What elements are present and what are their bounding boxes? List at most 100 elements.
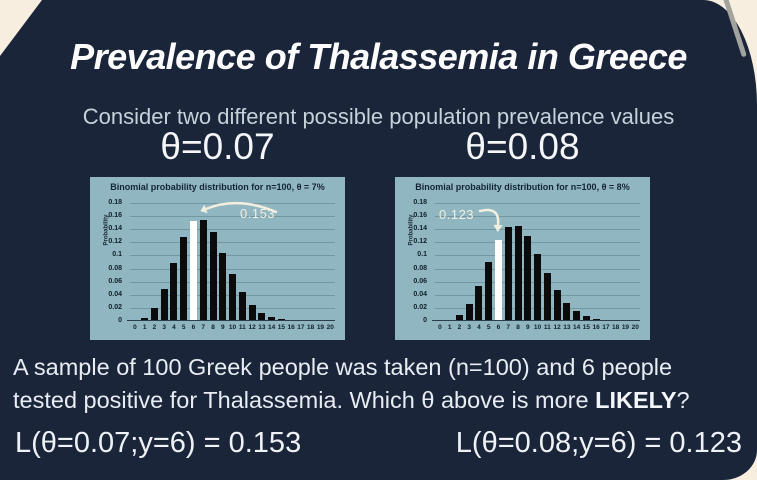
plot-area: 0.123 (432, 203, 640, 321)
x-tick: 14 (572, 324, 581, 331)
gridline (130, 242, 335, 244)
bar-slot (140, 317, 150, 321)
bar-slot (494, 240, 504, 321)
x-tick: 15 (277, 324, 285, 331)
x-tick: 2 (457, 324, 462, 331)
chart-title: Binomial probability distribution for n=… (110, 182, 325, 192)
question-likely-emphasis: LIKELY (595, 386, 677, 413)
gridline (130, 216, 335, 218)
y-tick: 0.14 (108, 225, 122, 233)
y-axis-ticks: 0.18 0.16 0.14 0.12 0.1 0.08 0.06 0.04 0.02 0 (395, 199, 431, 324)
bar-slot (189, 220, 199, 321)
y-tick: 0.18 (108, 199, 122, 206)
x-tick: 16 (287, 324, 295, 331)
bar (534, 253, 542, 321)
bar-slot (150, 308, 160, 321)
y-tick: 0.02 (413, 303, 427, 311)
gridline (130, 229, 335, 231)
likelihood-formulas: L(θ=0.07;y=6) = 0.153 L(θ=0.08;y=6) = 0.… (15, 427, 742, 460)
gridline (130, 255, 335, 257)
formula-theta-008: L(θ=0.08;y=6) = 0.123 (455, 427, 742, 459)
x-tick: 20 (631, 324, 639, 331)
x-tick: 9 (525, 324, 530, 331)
page-title: Prevalence of Thalassemia in Greece (70, 36, 687, 78)
bar-slot (179, 236, 189, 321)
y-tick: 0.16 (108, 212, 122, 220)
x-tick: 8 (211, 324, 215, 331)
bar-slot (474, 285, 484, 321)
gridline (435, 242, 640, 244)
x-tick: 12 (553, 324, 561, 331)
chart-group-theta-008: θ=0.08 Binomial probability distribution… (395, 124, 650, 340)
bar (514, 225, 522, 321)
chart-panel-theta-008: Binomial probability distribution for n=… (395, 177, 650, 340)
question-line1: A sample of 100 Greek people was taken (… (13, 354, 673, 380)
bar-slot (562, 302, 572, 321)
subtitle: Consider two different possible populati… (82, 104, 675, 129)
likelihood-annotation: 0.153 (240, 206, 276, 221)
question-text: A sample of 100 Greek people was taken (… (13, 351, 749, 417)
bar (563, 302, 571, 321)
y-tick: 0.06 (413, 277, 427, 285)
x-tick: 1 (142, 324, 147, 331)
x-tick: 19 (316, 324, 325, 331)
y-tick: 0.08 (108, 264, 122, 272)
bar-slot (513, 225, 523, 321)
gridline (435, 203, 640, 204)
x-axis-ticks: 0 1 2 3 4 5 6 7 8 9 10 11 12 13 14 15 16 17 18 19 20 (435, 324, 640, 331)
y-tick: 0.04 (108, 290, 122, 298)
bar (485, 262, 493, 321)
y-tick: 0.18 (413, 199, 427, 206)
x-tick: 5 (486, 324, 491, 331)
x-tick: 6 (496, 324, 501, 331)
x-tick: 9 (220, 324, 225, 331)
x-tick: 8 (516, 324, 520, 331)
y-tick: 0 (118, 317, 122, 324)
x-tick: 10 (228, 324, 237, 331)
bar (170, 262, 178, 321)
chart-title: Binomial probability distribution for n=… (415, 182, 630, 192)
x-tick: 17 (297, 324, 305, 331)
x-tick: 18 (307, 324, 315, 331)
x-tick: 1 (447, 324, 452, 331)
bar (199, 219, 207, 321)
chart-header-theta-007: θ=0.07 (160, 126, 275, 167)
bar-slot (267, 317, 277, 321)
bar-slot (237, 292, 247, 321)
gridline (435, 229, 640, 231)
bar-slot (208, 232, 218, 321)
x-axis-ticks: 0 1 2 3 4 5 6 7 8 9 10 11 12 13 14 15 16 17 18 19 20 (130, 324, 335, 331)
y-tick: 0.04 (413, 290, 427, 298)
y-tick: 0.02 (108, 303, 122, 311)
y-tick: 0.1 (417, 251, 427, 259)
bar-slot (198, 219, 208, 321)
x-tick: 15 (582, 324, 590, 331)
y-tick: 0.1 (112, 251, 122, 259)
bar-slot (247, 304, 257, 321)
x-tick: 3 (467, 324, 471, 331)
y-tick: 0.12 (108, 238, 122, 246)
x-tick: 11 (543, 324, 551, 331)
bar (209, 232, 217, 321)
x-tick: 11 (238, 324, 246, 331)
x-tick: 4 (477, 324, 481, 331)
bar-slot (159, 289, 169, 321)
bar (573, 311, 581, 321)
bar-slot (218, 252, 228, 321)
bar (229, 274, 237, 321)
bar-slot (484, 262, 494, 321)
highlighted-bar (189, 220, 197, 321)
bar-slot (542, 273, 552, 321)
likelihood-annotation: 0.123 (439, 207, 475, 222)
chart-header-theta-008: θ=0.08 (465, 126, 580, 167)
bar-slot (572, 311, 582, 321)
bar (543, 273, 551, 321)
bar-slot (523, 236, 533, 321)
bar (248, 304, 256, 321)
bar (219, 252, 227, 321)
bar-slot (257, 312, 267, 321)
bar (238, 292, 246, 321)
x-tick: 14 (267, 324, 276, 331)
x-axis-line (127, 319, 335, 321)
x-tick: 4 (172, 324, 176, 331)
